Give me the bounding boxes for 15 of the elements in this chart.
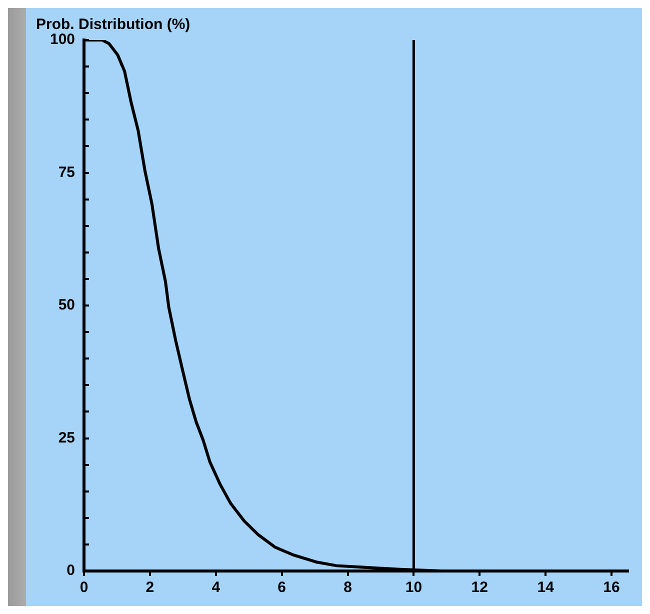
y-tick-label: 100 bbox=[50, 31, 76, 48]
x-tick-label: 0 bbox=[80, 579, 88, 596]
x-tick-label: 10 bbox=[405, 579, 422, 596]
x-tick-label: 4 bbox=[212, 579, 221, 596]
x-tick-label: 16 bbox=[603, 579, 620, 596]
y-tick-label: 0 bbox=[66, 562, 76, 580]
x-tick-label: 12 bbox=[471, 579, 488, 596]
x-tick-label: 6 bbox=[278, 579, 286, 596]
x-tick-label: 2 bbox=[146, 579, 154, 596]
x-tick-label: 8 bbox=[344, 579, 352, 596]
y-tick-label: 25 bbox=[58, 429, 76, 446]
x-tick-label: 14 bbox=[537, 579, 555, 596]
y-tick-label: 50 bbox=[58, 296, 76, 314]
y-tick-label: 75 bbox=[58, 164, 76, 181]
y-axis-title: Prob. Distribution (%) bbox=[36, 16, 190, 34]
